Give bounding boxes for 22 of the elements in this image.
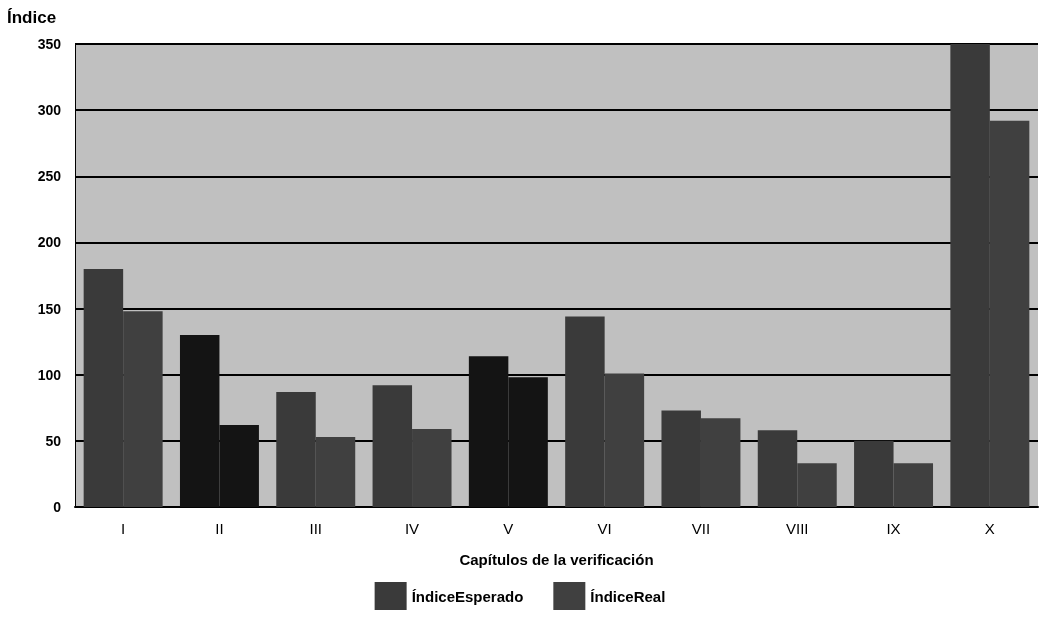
x-tick-label: III bbox=[309, 520, 323, 537]
x-axis-title: Capítulos de la verificación bbox=[459, 551, 654, 568]
x-tick-label: VII bbox=[691, 520, 711, 537]
y-tick-label: 0 bbox=[53, 499, 62, 515]
x-tick-label: V bbox=[503, 520, 514, 537]
x-tick-label: VIII bbox=[785, 520, 809, 537]
x-tick-label: I bbox=[121, 520, 126, 537]
legend-label: ÍndiceReal bbox=[590, 587, 666, 605]
y-tick-label: 100 bbox=[37, 366, 62, 383]
y-tick-label: 50 bbox=[45, 432, 62, 449]
y-tick-label: 300 bbox=[37, 102, 62, 119]
x-tick-label: IV bbox=[404, 520, 420, 537]
y-tick-label: 350 bbox=[37, 36, 62, 52]
y-tick-label: 150 bbox=[37, 300, 62, 317]
x-tick-label: II bbox=[215, 520, 224, 537]
x-tick-label: VI bbox=[597, 520, 612, 537]
x-tick-label: IX bbox=[886, 520, 901, 537]
legend-label: ÍndiceEsperado bbox=[411, 587, 524, 605]
x-tick-label: X bbox=[984, 520, 995, 537]
y-tick-label: 250 bbox=[37, 168, 62, 185]
y-tick-label: 200 bbox=[37, 234, 62, 251]
y-axis-title: Índice bbox=[7, 8, 57, 27]
